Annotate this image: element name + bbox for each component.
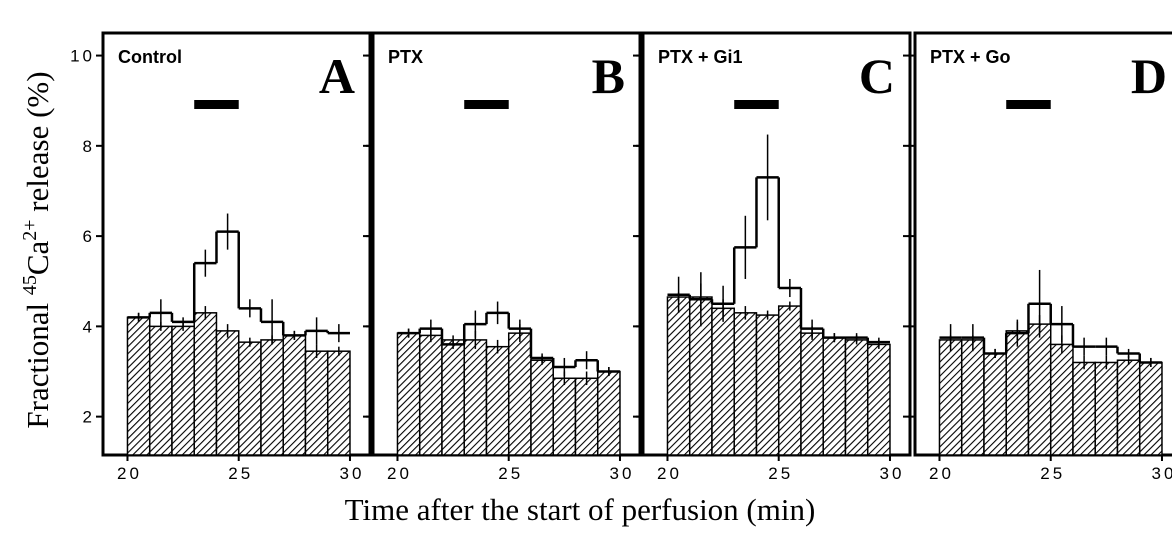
hatched-bar bbox=[193, 312, 218, 456]
hatched-bar bbox=[396, 332, 421, 456]
panel: 20 25 30 PTX + Gi1 C bbox=[636, 31, 912, 483]
hatched-bar bbox=[441, 339, 465, 456]
x-tick-label: 25 bbox=[228, 464, 253, 483]
hatched-bar bbox=[733, 312, 758, 456]
stimulus-bar bbox=[464, 100, 509, 109]
hatched-bar bbox=[777, 305, 802, 456]
hatched-bar bbox=[1072, 361, 1096, 456]
hatched-bar bbox=[755, 314, 780, 456]
panel-letter: A bbox=[319, 48, 355, 104]
panel-title: PTX bbox=[388, 47, 423, 67]
x-tick-label: 25 bbox=[768, 464, 793, 483]
hatched-bar bbox=[960, 339, 985, 456]
y-label-suffix: release (%) bbox=[20, 71, 55, 219]
hatched-bar bbox=[126, 316, 151, 456]
hatched-bar bbox=[215, 330, 240, 456]
panel-title: Control bbox=[118, 47, 182, 67]
stimulus-bar bbox=[734, 100, 779, 109]
hatched-bar bbox=[463, 339, 488, 456]
panel-title: PTX + Gi1 bbox=[658, 47, 743, 67]
hatched-bar bbox=[1116, 359, 1141, 456]
hatched-bar bbox=[260, 339, 284, 456]
panel: 2 4 6 8 10 20 25 30 Control A bbox=[70, 31, 372, 483]
hatched-bar bbox=[938, 339, 963, 456]
stimulus-bar bbox=[1006, 100, 1051, 109]
hatched-bar bbox=[171, 325, 195, 456]
panel-letter: C bbox=[859, 48, 895, 104]
y-label-prefix: Fractional bbox=[20, 295, 55, 428]
y-tick-label: 8 bbox=[83, 137, 95, 156]
x-axis-label: Time after the start of perfusion (min) bbox=[345, 492, 816, 527]
hatched-bar bbox=[574, 377, 599, 456]
hatched-bar bbox=[326, 350, 351, 456]
y-label-charge: 2+ bbox=[19, 219, 41, 240]
hatched-bar bbox=[552, 377, 577, 456]
hatched-bar bbox=[282, 334, 307, 456]
hatched-bar bbox=[1005, 330, 1030, 456]
y-tick-label: 4 bbox=[83, 317, 95, 336]
x-tick-label: 30 bbox=[880, 464, 905, 483]
hatched-bar bbox=[485, 345, 510, 456]
hatched-bar bbox=[596, 370, 621, 456]
panel-letter: B bbox=[592, 48, 625, 104]
hatched-bar bbox=[1049, 343, 1074, 456]
y-label-mass: 45 bbox=[19, 275, 41, 295]
hatched-bar bbox=[1027, 323, 1052, 456]
x-tick-label: 25 bbox=[498, 464, 523, 483]
panel-title: PTX + Go bbox=[930, 47, 1011, 67]
y-tick-label: 6 bbox=[83, 227, 95, 246]
hatched-bar bbox=[1094, 361, 1119, 456]
x-tick-label: 25 bbox=[1040, 464, 1065, 483]
x-tick-label: 20 bbox=[117, 464, 142, 483]
hatched-bar bbox=[822, 336, 847, 456]
x-tick-label: 20 bbox=[387, 464, 412, 483]
hatched-bar bbox=[148, 325, 173, 456]
y-label-element: Ca bbox=[20, 240, 55, 275]
hatched-bar bbox=[530, 359, 554, 456]
hatched-bar bbox=[1138, 361, 1163, 456]
hatched-bar bbox=[983, 352, 1007, 456]
hatched-bar bbox=[418, 334, 443, 456]
hatched-bar bbox=[666, 296, 691, 456]
y-axis-label: Fractional 45Ca2+ release (%) bbox=[19, 71, 55, 428]
panel-letter: D bbox=[1131, 48, 1167, 104]
hatched-bar bbox=[304, 350, 329, 456]
panel: 20 25 30 PTX B bbox=[366, 31, 642, 483]
panel: 20 25 30 PTX + Go D bbox=[908, 31, 1172, 483]
x-tick-label: 20 bbox=[929, 464, 954, 483]
x-tick-label: 20 bbox=[657, 464, 682, 483]
x-tick-label: 30 bbox=[340, 464, 365, 483]
y-tick-label: 2 bbox=[83, 408, 95, 427]
hatched-bar bbox=[800, 332, 824, 456]
hatched-bar bbox=[507, 332, 532, 456]
y-tick-label: 10 bbox=[70, 47, 95, 66]
hatched-bar bbox=[866, 343, 891, 456]
x-tick-label: 30 bbox=[1152, 464, 1172, 483]
stimulus-bar bbox=[194, 100, 239, 109]
hatched-bar bbox=[844, 339, 869, 456]
hatched-bar bbox=[711, 307, 735, 456]
hatched-bar bbox=[237, 341, 262, 456]
x-tick-label: 30 bbox=[610, 464, 635, 483]
